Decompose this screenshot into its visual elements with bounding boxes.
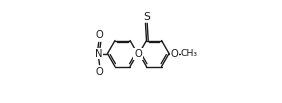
Text: O: O <box>96 67 103 77</box>
Text: O: O <box>170 49 178 59</box>
Text: O: O <box>96 30 103 40</box>
Text: O: O <box>135 49 142 59</box>
Text: N: N <box>94 49 102 59</box>
Text: S: S <box>143 12 150 22</box>
Text: CH₃: CH₃ <box>181 49 198 58</box>
